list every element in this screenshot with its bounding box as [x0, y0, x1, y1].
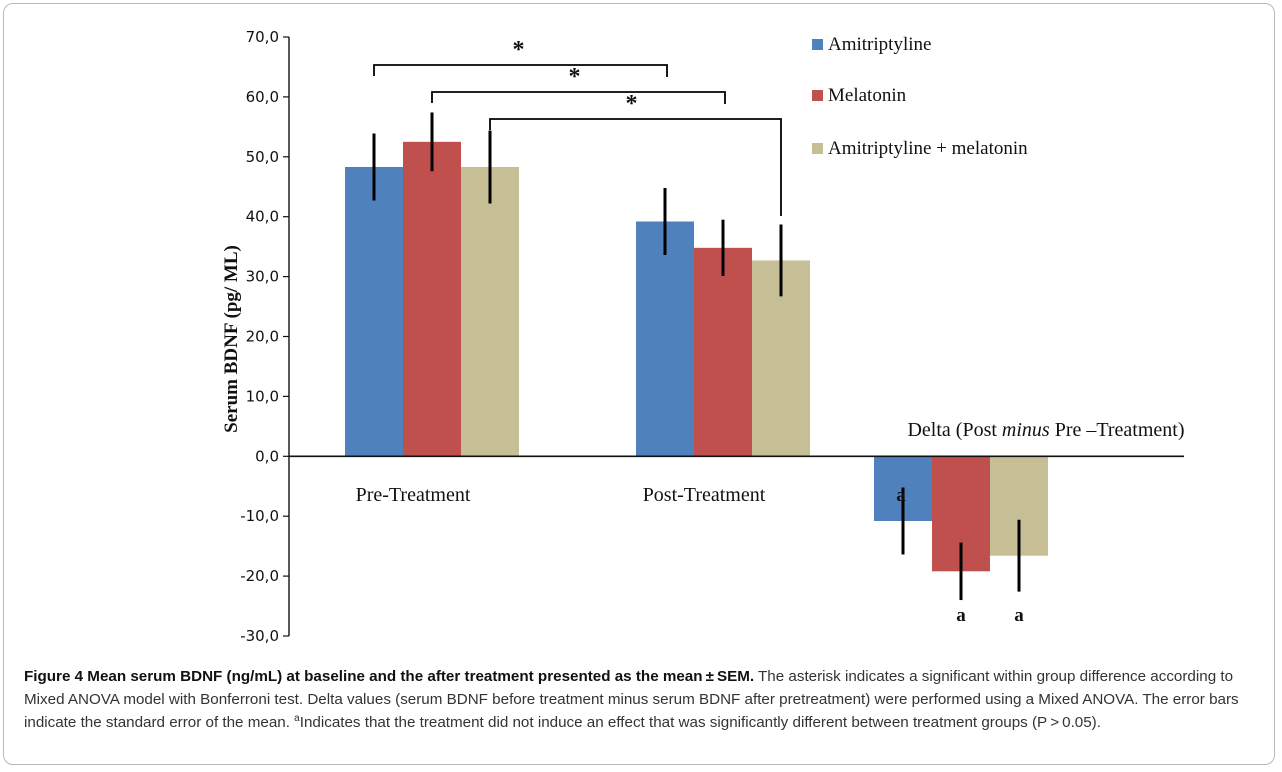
significance-bracket: [431, 91, 726, 104]
bar-chart: 70,0 60,0 50,0 40,0 30,0 20,0 10,0 0,0 -10,0 -20,…: [221, 28, 1185, 645]
legend-swatch: [812, 90, 823, 101]
y-tick-label: 30,0: [246, 268, 279, 286]
bar-2-0: [461, 166, 519, 457]
significance-bracket: [489, 118, 782, 216]
caption-tail: Indicates that the treatment did not ind…: [299, 714, 1101, 731]
delta-mark: a: [1014, 605, 1024, 626]
significance-asterisk: *: [513, 37, 525, 63]
legend-entry: Melatonin: [828, 85, 907, 106]
legend-entry: Amitriptyline + melatonin: [828, 138, 1028, 159]
caption-title: Figure 4 Mean serum BDNF (ng/mL) at base…: [24, 668, 755, 685]
y-tick-label: 40,0: [246, 208, 279, 226]
error-bars: [372, 112, 1021, 601]
y-tick-label: -10,0: [240, 507, 279, 525]
caption-body: The asterisk indicates a significant wit…: [24, 668, 1239, 731]
significance-bracket: [373, 64, 668, 77]
legend-swatch: [812, 143, 823, 154]
figure-frame: 70,0 60,0 50,0 40,0 30,0 20,0 10,0 0,0 -10,0 -20,…: [3, 3, 1275, 765]
significance-asterisk: *: [626, 91, 638, 117]
bar-1-1: [694, 247, 752, 457]
category-label: Pre-Treatment: [356, 484, 471, 506]
y-tick-label: 20,0: [246, 328, 279, 346]
bar-0-0: [345, 166, 403, 457]
y-axis-label: Serum BDNF (pg/ ML): [221, 245, 242, 433]
y-tick-label: 0,0: [255, 447, 279, 465]
bar-0-1: [636, 221, 694, 457]
y-tick-label: 60,0: [246, 88, 279, 106]
bar-1-0: [403, 141, 461, 457]
category-label: Post-Treatment: [643, 484, 766, 506]
figure-caption: Figure 4 Mean serum BDNF (ng/mL) at base…: [24, 665, 1266, 734]
delta-marks: a a a: [896, 485, 1024, 626]
y-tick-label: 50,0: [246, 148, 279, 166]
category-labels: Pre-Treatment Post-Treatment: [356, 484, 766, 506]
caption-superscript: a: [294, 712, 300, 724]
delta-category-label: Delta (Post minus Pre –Treatment): [907, 419, 1184, 441]
legend-swatch: [812, 39, 823, 50]
significance-brackets: * * *: [373, 37, 782, 216]
legend-entry: Amitriptyline: [828, 34, 931, 55]
y-tick-label: 70,0: [246, 28, 279, 46]
y-axis: 70,0 60,0 50,0 40,0 30,0 20,0 10,0 0,0 -10,0 -20,…: [240, 28, 289, 645]
y-tick-label: 10,0: [246, 387, 279, 405]
y-tick-label: -20,0: [240, 567, 279, 585]
legend: Amitriptyline Melatonin Amitriptyline + me…: [812, 34, 1028, 159]
delta-mark: a: [956, 605, 966, 626]
bars: [345, 141, 1048, 572]
axes: [288, 37, 1184, 636]
significance-asterisk: *: [569, 64, 581, 90]
y-tick-label: -30,0: [240, 627, 279, 645]
delta-mark: a: [896, 485, 906, 506]
